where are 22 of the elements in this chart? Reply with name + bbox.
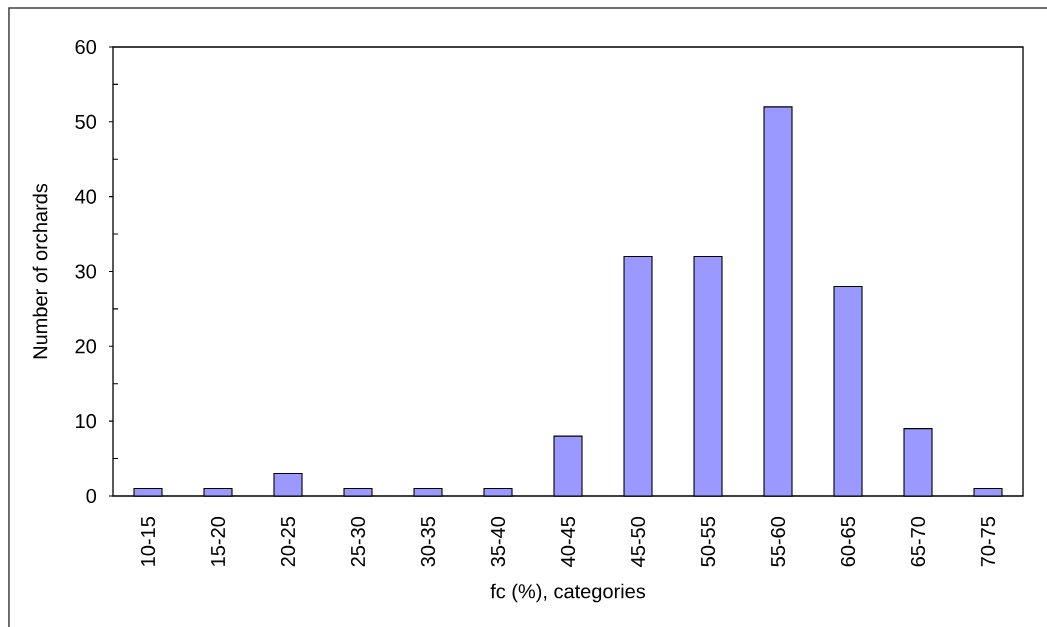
x-tick-label: 45-50 <box>630 516 646 567</box>
x-tick-label: 25-30 <box>350 516 366 567</box>
x-tick-label: 35-40 <box>490 516 506 567</box>
x-tick-label: 65-70 <box>910 516 926 567</box>
x-tick-label: 70-75 <box>980 517 996 567</box>
x-axis-title: fc (%), categories <box>490 583 646 603</box>
y-tick-label: 20 <box>75 339 97 354</box>
x-tick-label: 15-20 <box>210 516 226 566</box>
x-tick-label: 50-55 <box>700 517 716 567</box>
y-tick-label: 40 <box>75 189 97 204</box>
x-tick-label: 10-15 <box>140 517 156 566</box>
y-tick-label: 0 <box>86 488 97 504</box>
y-axis-title: Number of orchards <box>32 183 48 359</box>
y-tick-label: 30 <box>75 264 97 279</box>
y-tick-label: 50 <box>75 114 97 129</box>
x-tick-label: 40-45 <box>560 517 576 567</box>
x-tick-label: 20-25 <box>280 517 296 567</box>
x-tick-label: 55-60 <box>770 516 786 567</box>
y-tick-label: 10 <box>76 414 97 429</box>
x-tick-label: 60-65 <box>840 517 856 567</box>
y-tick-label: 60 <box>75 39 97 55</box>
x-tick-label: 30-35 <box>420 517 436 567</box>
